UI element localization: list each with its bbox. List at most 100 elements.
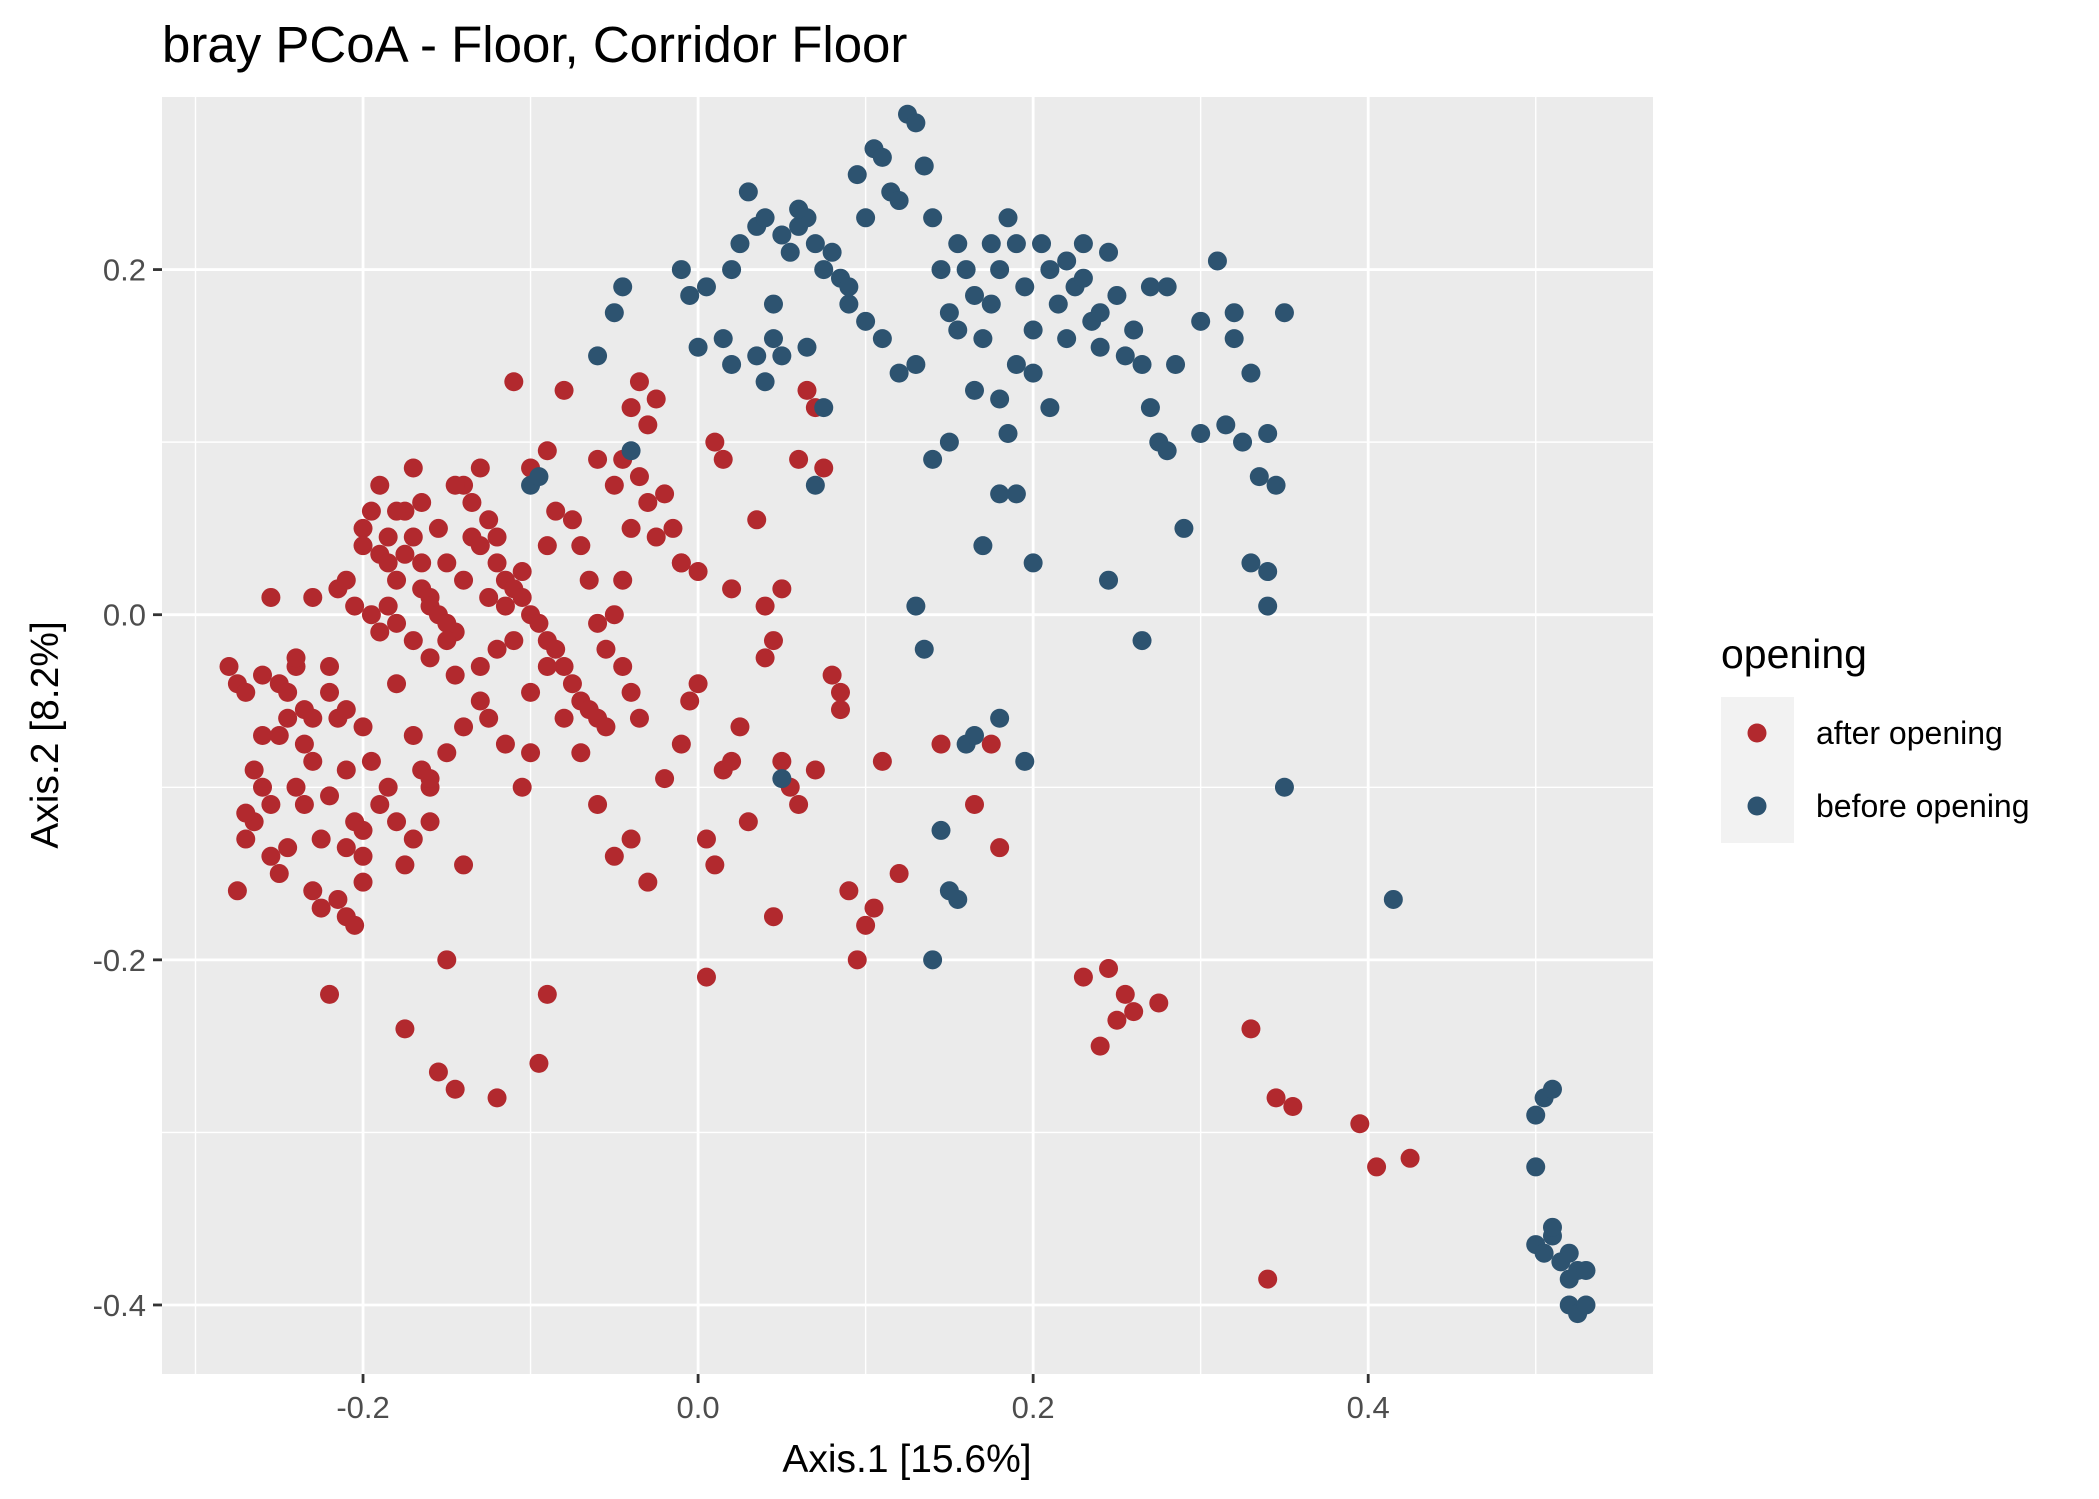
- legend-label-after-opening: after opening: [1816, 715, 2003, 751]
- point-after-opening: [696, 829, 716, 849]
- point-before-opening: [998, 208, 1018, 228]
- point-after-opening: [755, 648, 775, 668]
- legend-title: opening: [1721, 631, 1867, 677]
- point-before-opening: [1576, 1260, 1596, 1280]
- point-after-opening: [512, 587, 532, 607]
- point-before-opening: [1107, 285, 1127, 305]
- point-after-opening: [629, 708, 649, 728]
- point-before-opening: [1124, 320, 1144, 340]
- point-before-opening: [914, 156, 934, 176]
- point-after-opening: [412, 553, 432, 573]
- point-before-opening: [1383, 889, 1403, 909]
- point-after-opening: [387, 613, 407, 633]
- point-after-opening: [353, 846, 373, 866]
- point-after-opening: [487, 553, 507, 573]
- point-after-opening: [613, 570, 633, 590]
- point-before-opening: [1266, 475, 1286, 495]
- point-after-opening: [286, 648, 306, 668]
- point-after-opening: [621, 829, 641, 849]
- point-before-opening: [1258, 596, 1278, 616]
- point-after-opening: [1400, 1148, 1420, 1168]
- point-after-opening: [320, 682, 340, 702]
- point-before-opening: [931, 260, 951, 280]
- point-before-opening: [755, 208, 775, 228]
- point-after-opening: [571, 536, 591, 556]
- point-after-opening: [747, 510, 767, 530]
- point-before-opening: [1015, 751, 1035, 771]
- point-before-opening: [1073, 234, 1093, 254]
- point-after-opening: [345, 915, 365, 935]
- point-before-opening: [529, 467, 549, 487]
- point-after-opening: [311, 829, 331, 849]
- point-before-opening: [763, 294, 783, 314]
- point-before-opening: [772, 769, 792, 789]
- point-before-opening: [1015, 277, 1035, 297]
- point-before-opening: [789, 199, 809, 219]
- point-before-opening: [965, 726, 985, 745]
- point-before-opening: [931, 820, 951, 840]
- point-before-opening: [990, 708, 1010, 728]
- point-before-opening: [990, 389, 1010, 409]
- point-before-opening: [1157, 441, 1177, 461]
- point-after-opening: [445, 665, 465, 685]
- point-before-opening: [1099, 570, 1119, 590]
- point-before-opening: [1006, 234, 1026, 254]
- point-after-opening: [470, 458, 490, 478]
- point-after-opening: [261, 846, 281, 866]
- point-after-opening: [705, 855, 725, 875]
- point-after-opening: [680, 691, 700, 711]
- point-before-opening: [1526, 1157, 1546, 1177]
- point-before-opening: [1542, 1217, 1562, 1237]
- point-before-opening: [805, 475, 825, 495]
- point-after-opening: [278, 682, 298, 702]
- point-after-opening: [797, 380, 817, 400]
- point-after-opening: [604, 605, 624, 625]
- x-tick-label: 0.4: [1347, 1390, 1390, 1425]
- point-after-opening: [537, 984, 557, 1004]
- point-after-opening: [470, 656, 490, 676]
- point-after-opening: [420, 648, 440, 668]
- point-after-opening: [1241, 1019, 1261, 1039]
- point-after-opening: [621, 518, 641, 538]
- point-after-opening: [320, 984, 340, 1004]
- point-after-opening: [219, 656, 239, 676]
- point-after-opening: [1149, 993, 1169, 1013]
- point-before-opening: [923, 208, 943, 228]
- point-before-opening: [738, 182, 758, 202]
- point-after-opening: [437, 950, 457, 970]
- point-after-opening: [353, 717, 373, 737]
- point-after-opening: [395, 544, 415, 564]
- point-after-opening: [830, 682, 850, 702]
- point-before-opening: [1191, 311, 1211, 331]
- point-after-opening: [420, 769, 440, 789]
- point-before-opening: [1534, 1243, 1554, 1263]
- point-after-opening: [1266, 1088, 1286, 1108]
- point-before-opening: [906, 354, 926, 374]
- point-before-opening: [847, 165, 867, 185]
- point-before-opening: [1057, 251, 1077, 271]
- point-before-opening: [973, 536, 993, 556]
- point-after-opening: [1073, 967, 1093, 987]
- point-after-opening: [328, 889, 348, 909]
- point-after-opening: [805, 760, 825, 780]
- point-after-opening: [253, 777, 273, 797]
- point-before-opening: [1174, 518, 1194, 538]
- point-after-opening: [655, 484, 675, 504]
- point-before-opening: [1258, 562, 1278, 582]
- point-after-opening: [588, 613, 608, 633]
- point-after-opening: [387, 674, 407, 694]
- point-after-opening: [512, 562, 532, 582]
- point-before-opening: [814, 398, 834, 418]
- point-after-opening: [663, 518, 683, 538]
- point-after-opening: [1107, 1010, 1127, 1030]
- point-after-opening: [529, 613, 549, 633]
- legend-key-background: [1721, 697, 1794, 843]
- point-before-opening: [1032, 234, 1052, 254]
- point-after-opening: [521, 682, 541, 702]
- point-after-opening: [303, 708, 323, 728]
- point-before-opening: [588, 346, 608, 366]
- point-after-opening: [336, 700, 356, 720]
- point-before-opening: [772, 225, 792, 245]
- point-before-opening: [856, 311, 876, 331]
- point-after-opening: [629, 467, 649, 487]
